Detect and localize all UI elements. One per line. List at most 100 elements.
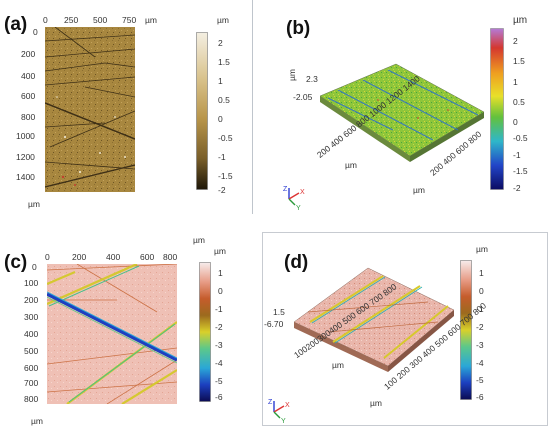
panel-a-colorbar — [196, 32, 208, 190]
panel-c-x-tick: 200 — [72, 252, 87, 262]
panel-b-z-min: -2.05 — [293, 92, 313, 102]
panel-b-colorbar — [490, 28, 504, 190]
panel-a-y-tick: 400 — [21, 71, 36, 81]
gizmo-y-label: Y — [281, 418, 286, 424]
panel-a-x-tick: 0 — [43, 15, 48, 25]
panel-a-y-tick: 1400 — [16, 172, 35, 182]
panel-c-deep-groove — [47, 292, 177, 362]
panel-d-cbar-tick: -4 — [476, 358, 484, 368]
panel-d-cbar-tick: -5 — [476, 375, 484, 385]
panel-c-y-tick: 100 — [24, 278, 39, 288]
panel-d-x-axis-unit: µm — [332, 360, 344, 370]
panel-a-cbar-tick: 0.5 — [218, 95, 230, 105]
panel-a-cbar-tick: 1 — [218, 76, 223, 86]
panel-c-y-tick: 300 — [24, 312, 39, 322]
panel-c-colorbar — [199, 262, 211, 402]
panel-b-z-max: 2.3 — [306, 74, 318, 84]
panel-c-cbar-tick: -3 — [215, 340, 223, 350]
panel-a-cbar-tick: 0 — [218, 114, 223, 124]
panel-b-surface-3d — [319, 63, 485, 162]
panel-a-x-tick: 750 — [122, 15, 137, 25]
panel-d-cbar-tick: 0 — [479, 286, 484, 296]
panel-a-cbar-tick: -0.5 — [218, 133, 233, 143]
panel-b: (b) µm 2 1.5 1 0.5 0 -0.5 -1 -1.5 -2 µm … — [253, 0, 550, 214]
panel-c-x-tick: 600 — [140, 252, 155, 262]
panel-c-y-tick: 800 — [24, 394, 39, 404]
panel-a-y-tick: 0 — [33, 27, 38, 37]
panel-b-cbar-tick: -2 — [513, 183, 521, 193]
panel-a-y-tick: 1000 — [16, 131, 35, 141]
panel-a-x-tick: 500 — [93, 15, 108, 25]
panel-a-cbar-tick: 2 — [218, 38, 223, 48]
panel-a-label: (a) — [4, 14, 28, 35]
panel-b-cbar-tick: -0.5 — [513, 133, 528, 143]
panel-d-cbar-tick: 1 — [479, 268, 484, 278]
gizmo-z-label: Z — [283, 186, 288, 193]
panel-c-y-tick: 400 — [24, 329, 39, 339]
panel-c-x-tick: 0 — [45, 252, 50, 262]
panel-c-cbar-tick: -5 — [215, 376, 223, 386]
panel-d-y-axis-unit: µm — [370, 398, 382, 408]
panel-c-cbar-tick: -6 — [215, 392, 223, 402]
panel-b-x-axis-unit: µm — [345, 160, 357, 170]
panel-b-z-unit: µm — [286, 69, 297, 81]
panel-b-cbar-tick: 2 — [513, 36, 518, 46]
vertical-divider — [252, 0, 253, 214]
panel-c: (c) µm 0 200 400 600 800 0 100 200 300 4… — [0, 214, 275, 428]
panel-c-y-tick: 600 — [24, 363, 39, 373]
panel-c-surface-image — [47, 264, 177, 404]
panel-d-colorbar — [460, 260, 472, 400]
panel-c-cbar-tick: 0 — [218, 286, 223, 296]
gizmo-z-label: Z — [268, 399, 273, 406]
panel-a-y-tick: 200 — [21, 49, 36, 59]
panel-b-cbar-tick: 1 — [513, 77, 518, 87]
panel-d-frame — [262, 232, 548, 426]
panel-d-cbar-tick: -3 — [476, 340, 484, 350]
gizmo-x-label: X — [300, 189, 305, 196]
panel-a-cbar-tick: 1.5 — [218, 57, 230, 67]
panel-a-y-unit: µm — [28, 199, 40, 209]
panel-c-label: (c) — [4, 252, 28, 273]
panel-c-y-tick: 0 — [32, 262, 37, 272]
panel-a-surface-image — [45, 27, 135, 192]
panel-b-cbar-tick: 1.5 — [513, 56, 525, 66]
panel-c-cbar-tick: -4 — [215, 358, 223, 368]
panel-d: (d) µm 1 0 -1 -2 -3 -4 -5 -6 1.5 -6.70 — [262, 232, 548, 426]
panel-c-y-tick: 500 — [24, 346, 39, 356]
panel-d-z-min: -6.70 — [264, 319, 284, 329]
horizontal-divider — [0, 214, 550, 215]
panel-c-y-tick: 200 — [24, 295, 39, 305]
panel-c-x-unit: µm — [193, 235, 205, 245]
panel-a-cbar-tick: -1 — [218, 152, 226, 162]
panel-a-cbar-unit: µm — [217, 15, 229, 25]
panel-d-surface-3d — [293, 267, 455, 372]
panel-b-y-axis-unit: µm — [413, 185, 425, 195]
panel-a-y-tick: 600 — [21, 91, 36, 101]
panel-b-cbar-tick: -1.5 — [513, 166, 528, 176]
panel-b-cbar-tick: -1 — [513, 150, 521, 160]
panel-b-cbar-unit: µm — [513, 15, 528, 26]
panel-c-y-unit: µm — [31, 416, 43, 426]
panel-b-label: (b) — [286, 18, 311, 39]
panel-d-axis-gizmo: Z X Y — [268, 399, 290, 424]
panel-c-x-tick: 800 — [163, 252, 178, 262]
panel-d-z-max: 1.5 — [273, 307, 285, 317]
panel-a-cbar-tick: -2 — [218, 185, 226, 195]
panel-c-cbar-tick: 1 — [218, 268, 223, 278]
panel-d-cbar-tick: -1 — [476, 304, 484, 314]
panel-a-x-unit: µm — [145, 15, 157, 25]
panel-c-cbar-tick: -1 — [215, 304, 223, 314]
panel-a-cbar-tick: -1.5 — [218, 171, 233, 181]
panel-a-y-tick: 800 — [21, 112, 36, 122]
panel-d-label: (d) — [284, 252, 309, 273]
panel-d-cbar-tick: -2 — [476, 322, 484, 332]
gizmo-x-label: X — [285, 402, 290, 409]
panel-c-y-tick: 700 — [24, 378, 39, 388]
panel-b-axis-gizmo: Z X Y — [283, 186, 305, 211]
panel-c-x-tick: 400 — [106, 252, 121, 262]
gizmo-y-label: Y — [296, 205, 301, 211]
panel-b-cbar-tick: 0.5 — [513, 97, 525, 107]
panel-a-y-tick: 1200 — [16, 152, 35, 162]
panel-d-cbar-tick: -6 — [476, 392, 484, 402]
panel-d-cbar-unit: µm — [476, 244, 488, 254]
